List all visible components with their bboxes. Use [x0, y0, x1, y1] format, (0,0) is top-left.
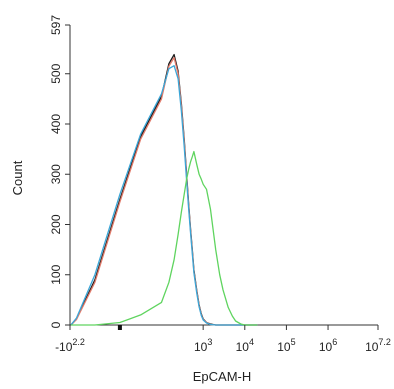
- x-zero-marker: [117, 325, 122, 330]
- y-tick-label: 597: [49, 15, 63, 35]
- y-tick-label: 0: [49, 321, 63, 328]
- y-tick-label: 500: [49, 63, 63, 83]
- x-tick-label: 103: [194, 337, 212, 354]
- series-line-2: [70, 57, 258, 326]
- y-axis-ticks: 0 100 200 300 400 500 597: [49, 15, 70, 328]
- series-line-1: [70, 53, 258, 326]
- y-tick-label: 400: [49, 114, 63, 134]
- axes: [69, 25, 378, 326]
- y-tick-label: 300: [49, 164, 63, 184]
- y-axis-title: Count: [10, 160, 25, 195]
- x-tick-label: 106: [319, 337, 337, 354]
- series-line-3: [70, 65, 258, 326]
- x-axis-title: EpCAM-H: [193, 369, 252, 384]
- y-tick-label: 100: [49, 264, 63, 284]
- y-tick-label: 200: [49, 214, 63, 234]
- x-tick-label: 104: [236, 337, 254, 354]
- series-layer: [70, 53, 258, 326]
- x-axis-ticks: -102.2 103 104 105 106 107.2: [55, 325, 391, 354]
- x-tick-label: 105: [277, 337, 295, 354]
- x-tick-label: -102.2: [55, 337, 85, 354]
- x-tick-label: 107.2: [365, 337, 391, 354]
- series-line-4: [70, 150, 258, 326]
